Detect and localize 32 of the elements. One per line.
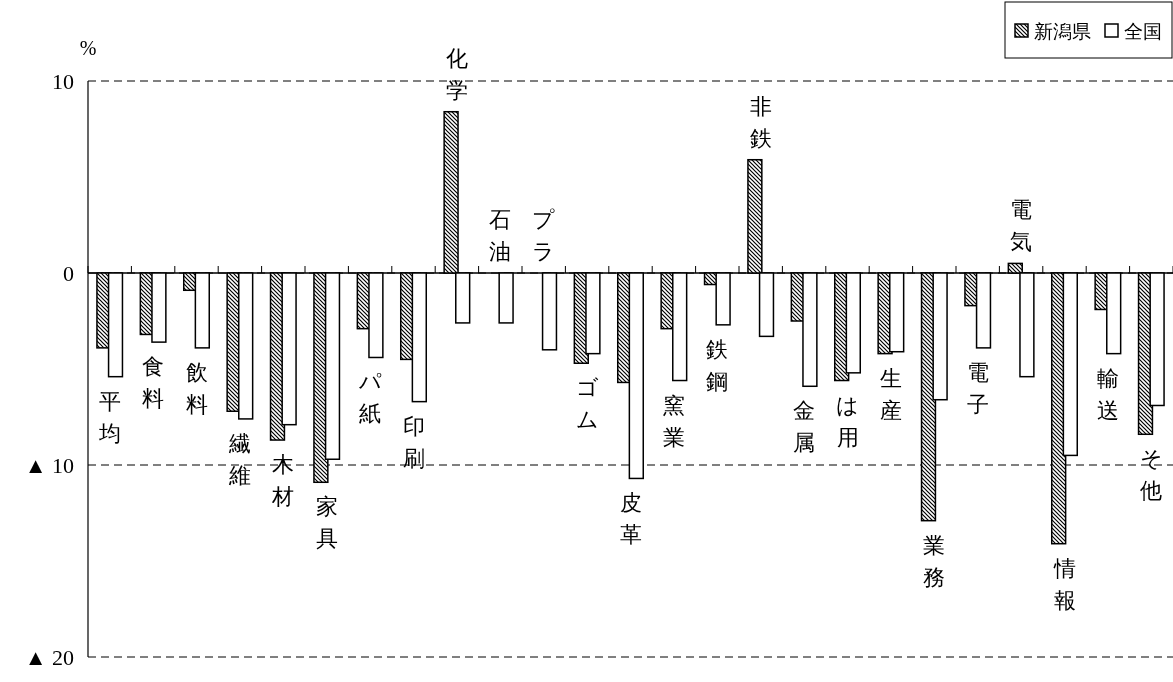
x-tick-label: 輸送 xyxy=(1096,365,1119,423)
x-tick-label: ゴム xyxy=(575,375,599,433)
x-tick-label: 家具 xyxy=(315,494,338,552)
x-tick-label: 電子 xyxy=(966,359,989,417)
x-tick-label: 生産 xyxy=(879,365,902,423)
legend-label: 新潟県 xyxy=(1034,20,1091,42)
x-tick-label: 繊維 xyxy=(227,430,251,488)
legend-label: 全国 xyxy=(1124,20,1162,42)
x-tick-label: プラ xyxy=(532,207,556,264)
x-tick-label: 窯業 xyxy=(662,392,685,450)
x-tick-label: 鉄鋼 xyxy=(706,336,729,394)
x-tick-label: 食料 xyxy=(142,354,165,412)
x-tick-label: 情報 xyxy=(1052,555,1076,613)
x-tick-label: 業務 xyxy=(923,532,946,590)
x-tick-label: 電気 xyxy=(1010,197,1033,255)
y-tick-label: ▲ 20 xyxy=(24,645,74,670)
x-tick-label: 皮革 xyxy=(619,490,642,548)
y-tick-label: ▲ 10 xyxy=(24,453,74,478)
x-tick-label: 印刷 xyxy=(402,413,425,471)
x-tick-label: 平均 xyxy=(97,388,121,446)
x-tick-label: 木材 xyxy=(271,452,295,510)
x-tick-label: 非鉄 xyxy=(749,93,772,151)
x-tick-label: 化学 xyxy=(445,45,468,103)
x-tick-label: 金属 xyxy=(793,398,816,456)
y-axis-title: % xyxy=(79,37,97,59)
x-tick-label: は用 xyxy=(836,392,859,450)
x-tick-label: 石油 xyxy=(489,207,512,264)
x-tick-label: 飲料 xyxy=(185,359,208,417)
x-tick-label: パ紙 xyxy=(357,369,382,427)
y-tick-label: 0 xyxy=(63,261,74,286)
y-tick-label: 10 xyxy=(52,69,74,94)
x-tick-label: そ他 xyxy=(1139,446,1163,504)
